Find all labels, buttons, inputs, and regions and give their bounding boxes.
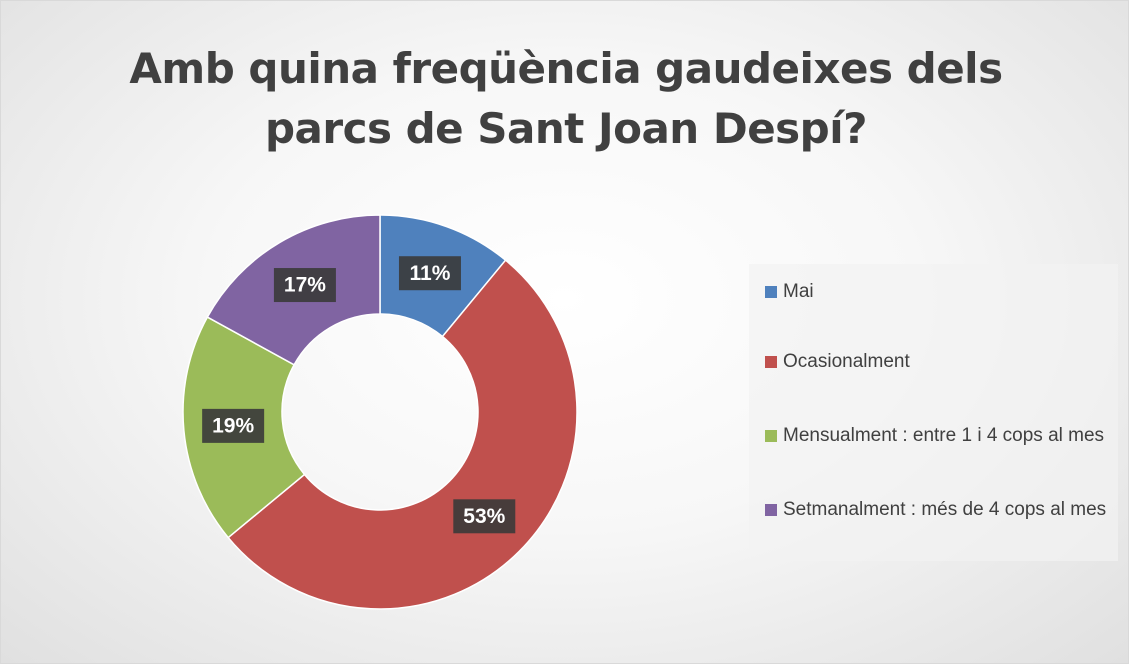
data-label: 53% [463,505,505,528]
legend-swatch [765,356,777,368]
data-label: 19% [212,414,254,437]
data-label-box [453,499,516,534]
data-label-box [273,268,336,303]
data-label-box [202,408,265,443]
data-label: 11% [410,262,451,285]
legend-swatch [765,286,777,298]
legend-label: Mensualment : entre 1 i 4 cops al mes [783,425,1105,446]
legend: Mai Ocasionalment Mensualment : entre 1 i … [749,264,1118,561]
legend-swatch [765,504,777,516]
legend-entry: Ocasionalment [765,348,1128,375]
legend-label: Ocasionalment [783,351,910,372]
legend-label: Mai [783,281,814,302]
data-label-box [398,256,461,291]
chart-title: Amb quina freqüència gaudeixes dels parc… [129,44,1003,153]
legend-swatch [765,430,777,442]
data-label: 17% [284,274,326,297]
legend-entry: Mai [765,278,1128,305]
legend-entry: Mensualment : entre 1 i 4 cops al mes [765,422,1128,449]
legend-label: Setmanalment : més de 4 cops al mes [783,499,1107,520]
legend-entry: Setmanalment : més de 4 cops al mes [765,496,1128,523]
